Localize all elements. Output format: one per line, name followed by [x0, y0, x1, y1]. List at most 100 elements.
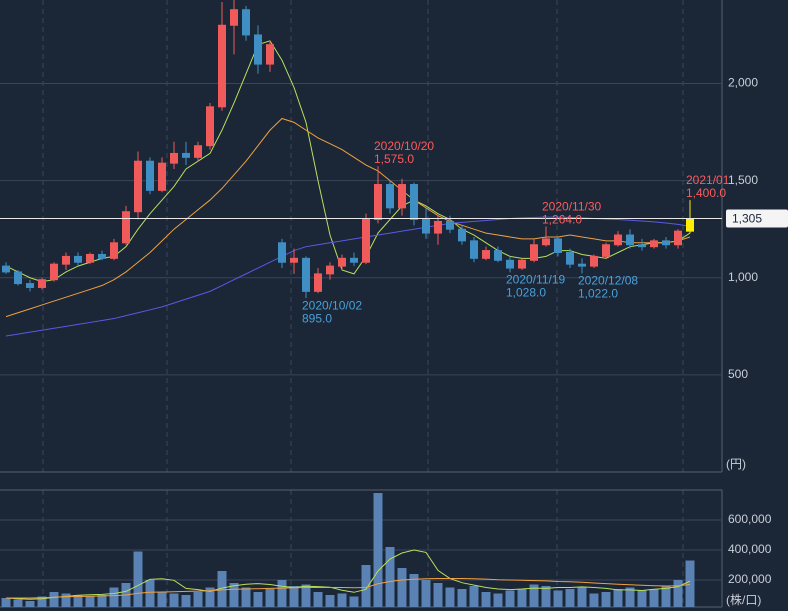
moving-average	[6, 578, 691, 599]
volume-bar	[457, 589, 467, 607]
volume-bar	[649, 589, 659, 607]
volume-bar	[1, 598, 11, 607]
volume-bar	[337, 593, 347, 607]
volume-bar	[613, 589, 623, 607]
volume-bar	[145, 580, 155, 607]
volume-bar	[49, 592, 59, 607]
volume-bar	[301, 584, 311, 607]
candle-body	[206, 106, 214, 147]
volume-bar	[265, 589, 275, 607]
volume-bar	[229, 583, 239, 607]
y-unit-label: (円)	[726, 457, 746, 471]
volume-bar	[373, 493, 383, 607]
volume-bar	[121, 583, 131, 607]
volume-bar	[109, 587, 119, 607]
candle-body	[590, 255, 598, 267]
candle-body	[338, 257, 346, 267]
moving-average	[5, 117, 691, 318]
annotation-value: 1,264.0	[542, 213, 582, 227]
candle-body	[194, 145, 202, 158]
annotation-date: 2020/11/19	[506, 272, 565, 286]
candle-body	[14, 271, 22, 285]
candle-body	[266, 44, 274, 65]
annotation-value: 895.0	[302, 311, 332, 325]
last-price-box	[726, 209, 788, 228]
volume-bar	[493, 593, 503, 607]
volume-bar	[193, 592, 203, 607]
candle-body	[602, 244, 610, 257]
candle-body	[386, 184, 394, 209]
candle-body	[62, 255, 70, 265]
candle-body	[566, 252, 574, 265]
candle-body	[482, 250, 490, 259]
volume-bar	[565, 589, 575, 607]
volume-bar	[61, 593, 71, 607]
volume-bar	[289, 586, 299, 607]
candle-body	[458, 228, 466, 242]
candle-body	[410, 184, 418, 220]
annotation-date: 2021/01	[686, 173, 730, 187]
volume-bar	[397, 568, 407, 607]
candle-body	[422, 218, 430, 234]
volume-bar	[685, 560, 695, 607]
volume-bar	[577, 587, 587, 607]
volume-bar	[157, 592, 167, 607]
volume-bar	[37, 596, 47, 607]
candle-body	[38, 279, 46, 288]
volume-bar	[433, 583, 443, 607]
annotation-date: 2020/10/20	[374, 139, 434, 153]
volume-bar	[25, 601, 35, 607]
candle-body	[230, 9, 238, 26]
volume-bar	[661, 586, 671, 607]
volume-bar	[517, 589, 527, 607]
volume-bar	[277, 580, 287, 607]
moving-average	[5, 40, 691, 283]
y-tick-label: 500	[728, 367, 748, 381]
candle-body	[626, 234, 634, 246]
moving-average	[5, 216, 691, 337]
candle-body	[242, 9, 250, 36]
candle-body	[662, 240, 670, 246]
price-panel	[0, 0, 722, 376]
volume-panel	[0, 493, 722, 607]
candle-body	[470, 240, 478, 259]
candle-body	[146, 160, 154, 191]
candle-body	[446, 220, 454, 230]
candle-body	[506, 259, 514, 269]
volume-bar	[529, 584, 539, 607]
candle-body	[554, 238, 562, 254]
annotation-value: 1,022.0	[578, 287, 618, 301]
annotation-date: 2020/10/02	[302, 298, 362, 312]
candle-body	[494, 250, 502, 261]
candle-body	[686, 218, 694, 232]
volume-bar	[217, 571, 227, 607]
annotation-date: 2020/11/30	[542, 200, 601, 214]
volume-bar	[625, 587, 635, 607]
annotation-value: 1,400.0	[686, 186, 726, 200]
candle-body	[530, 244, 538, 261]
candle-body	[350, 257, 358, 263]
candle-body	[98, 253, 106, 259]
volume-bar	[421, 580, 431, 607]
candle-body	[398, 184, 406, 209]
volume-bar	[313, 592, 323, 607]
candle-body	[650, 240, 658, 248]
candle-body	[26, 283, 34, 288]
candle-body	[170, 152, 178, 164]
volume-bar	[481, 592, 491, 607]
candle-body	[134, 160, 142, 213]
volume-bar	[133, 551, 143, 607]
volume-bar	[97, 595, 107, 607]
last-price-label: 1,305	[732, 212, 762, 226]
annotation-date: 2020/12/08	[578, 274, 638, 288]
y-tick-label: 600,000	[728, 512, 772, 526]
candle-body	[182, 152, 190, 158]
y-tick-label: 2,000	[728, 76, 758, 90]
volume-bar	[325, 595, 335, 607]
y-tick-label: 1,000	[728, 270, 758, 284]
candle-body	[218, 24, 226, 108]
volume-bar	[13, 599, 23, 607]
moving-average	[5, 549, 691, 600]
